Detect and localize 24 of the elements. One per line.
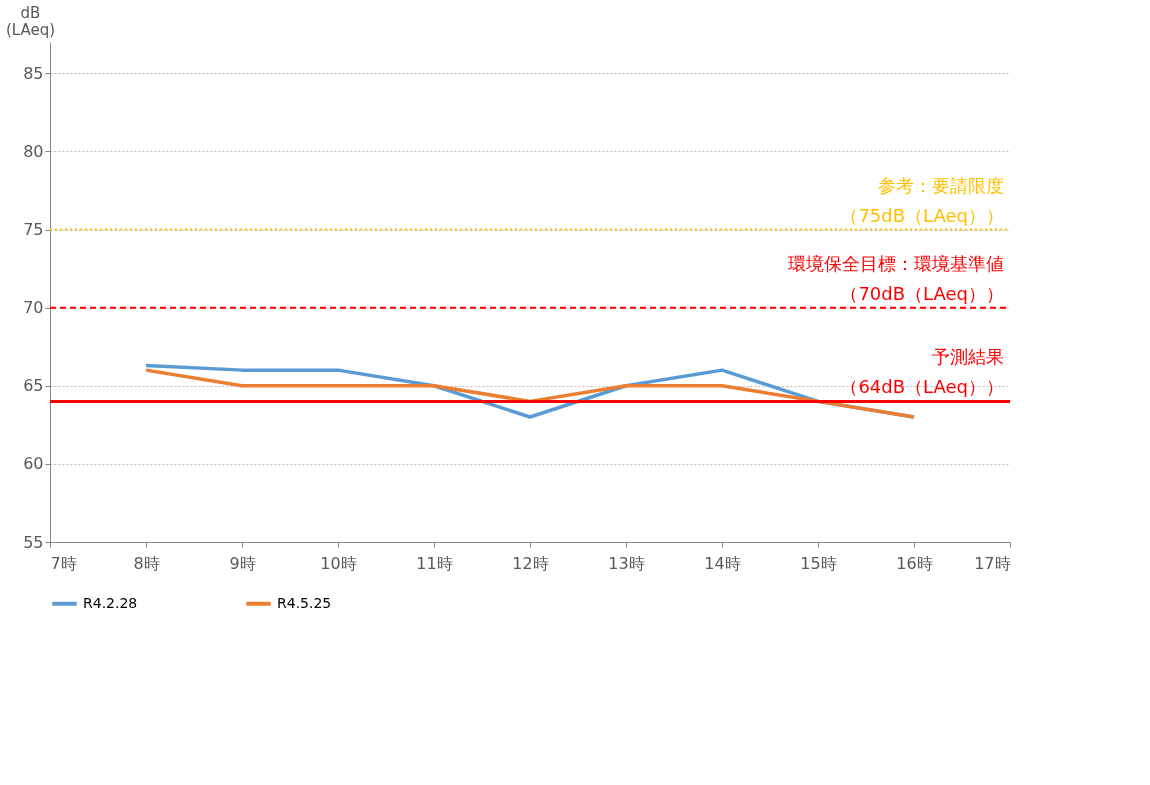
- y-tick-label: 75: [23, 220, 44, 239]
- y-tick-label: 80: [23, 141, 44, 161]
- x-tick-label: 11時: [416, 553, 453, 573]
- x-tick-label: 16時: [896, 553, 933, 573]
- x-tick-label: 14時: [704, 553, 741, 573]
- legend-label: R4.5.25: [277, 594, 332, 611]
- y-tick-label: 85: [23, 63, 44, 83]
- x-tick-label: 9時: [229, 553, 256, 573]
- ref-line-label: 予測結果（64dB（LAeq））: [840, 346, 1004, 398]
- x-tick-label: 8時: [133, 553, 160, 573]
- y-tick-label: 55: [23, 532, 44, 552]
- ref-line-label: 参考：要請限度（75dB（LAeq））: [840, 174, 1004, 226]
- legend-label: R4.2.28: [83, 594, 138, 611]
- y-tick-label: 70: [23, 298, 44, 318]
- x-tick-label: 10時: [320, 553, 357, 573]
- x-tick-label: 12時: [512, 553, 549, 573]
- y-tick-label: 60: [23, 454, 44, 474]
- x-tick-label: 7時: [50, 553, 77, 573]
- x-tick-label: 13時: [608, 553, 645, 573]
- x-tick-label: 15時: [800, 553, 837, 573]
- y-axis-title: dB (LAeq): [5, 3, 56, 39]
- ref-line-label: 環境保全目標：環境基準値（70dB（LAeq））: [788, 252, 1004, 304]
- x-tick-label: 17時: [974, 553, 1011, 573]
- y-tick-label: 65: [23, 376, 44, 396]
